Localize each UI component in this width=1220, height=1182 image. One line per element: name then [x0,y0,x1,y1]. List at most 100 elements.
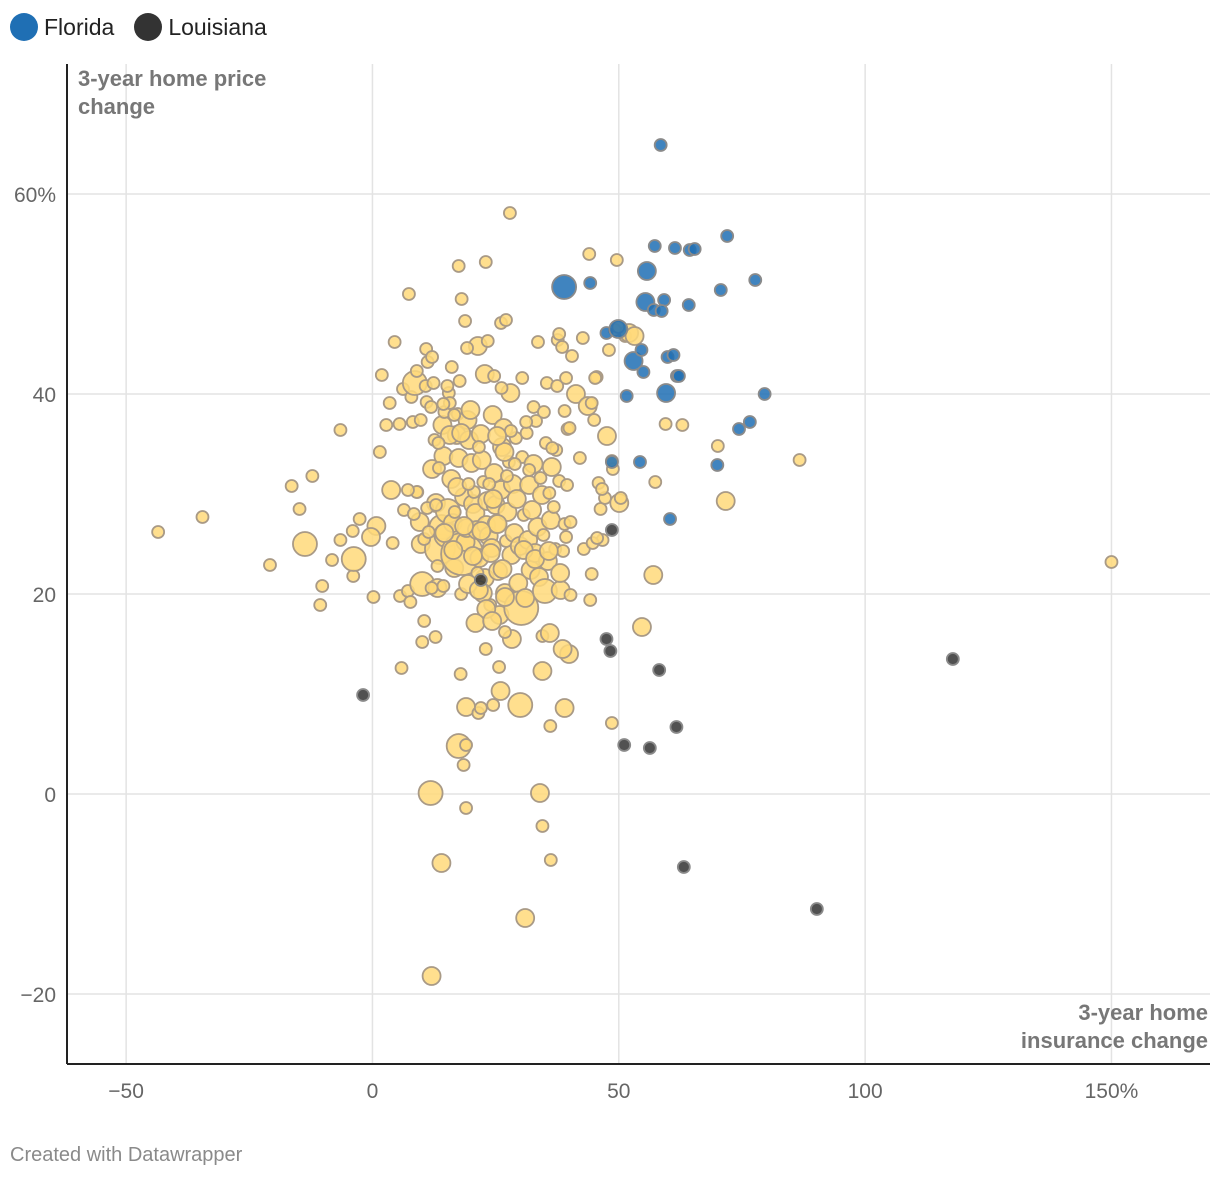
data-point [507,457,522,471]
data-point [459,801,473,815]
data-point [613,491,628,505]
data-point [487,369,502,383]
data-point [556,544,571,558]
data-point [809,902,824,916]
data-point [425,350,439,364]
data-point [538,541,559,561]
data-point [732,422,746,436]
data-point [539,623,560,643]
data-point [634,343,649,357]
data-point [748,273,763,287]
data-point [562,421,577,435]
data-point [436,579,451,593]
data-point [151,525,166,539]
data-point [643,565,664,585]
chart-legend: Florida Louisiana [10,12,267,42]
data-point [487,514,508,534]
data-point [687,242,702,256]
data-point [595,482,609,496]
data-point [453,667,468,681]
legend-item-louisiana[interactable]: Louisiana [134,13,267,41]
data-point [434,523,455,543]
data-point [566,384,586,404]
data-point [559,371,573,385]
data-point [652,663,667,677]
series-florida [551,138,772,526]
data-point [550,563,571,583]
data-point [492,559,513,579]
data-point [482,405,503,425]
data-point [417,780,444,806]
data-point [460,400,481,420]
data-point [632,617,652,637]
data-point [945,652,960,666]
data-point [554,698,575,718]
data-point [429,498,443,512]
x-tick-label: 0 [367,1080,379,1103]
data-point [597,426,617,446]
data-point [402,287,416,301]
data-point [447,505,462,519]
data-point [715,491,736,511]
data-point [531,335,545,349]
data-point [480,334,495,348]
data-point [669,720,684,734]
data-point [486,698,501,712]
data-point [563,588,578,602]
data-point [642,741,657,755]
data-point [421,525,436,539]
data-point [494,442,515,462]
data-point [392,417,407,431]
data-point [636,261,657,281]
data-point [401,483,415,497]
data-point [563,515,578,529]
data-point [305,469,320,483]
data-point [604,455,619,469]
data-point [608,319,629,339]
data-point [379,418,394,432]
data-point [584,396,599,410]
data-point [498,625,512,639]
data-point [424,400,438,414]
data-point [340,546,367,572]
data-point [406,507,421,521]
data-point [366,590,381,604]
data-point [536,528,551,542]
data-point [495,587,515,607]
data-point [387,335,402,349]
data-point [584,567,599,581]
legend-swatch-florida [10,13,38,41]
data-point [623,351,644,371]
axis-labels: −50 0 50 100 150% 60% 40 20 0 −20 3-year home pric… [14,66,1208,1103]
data-point [552,639,573,659]
x-axis-title: 3-year home insurance change [1021,1000,1208,1053]
data-point [382,396,397,410]
data-point [471,521,492,541]
legend-swatch-louisiana [134,13,163,41]
data-point [710,458,725,472]
data-point [345,524,360,538]
data-point [550,379,565,393]
legend-item-florida[interactable]: Florida [10,13,114,41]
data-point [361,527,381,547]
data-point [604,523,619,537]
data-point [545,441,560,455]
data-point [471,440,486,454]
data-point [540,510,561,530]
data-point [609,253,624,267]
data-point [431,853,452,873]
data-point [506,489,527,509]
data-point [428,630,443,644]
data-point [1104,555,1119,569]
y-tick-label: −20 [20,984,56,1007]
data-point [676,860,691,874]
data-point [313,598,328,612]
data-point [492,660,506,674]
data-point [710,439,725,453]
data-point [195,510,210,524]
data-point [636,365,651,379]
data-point [443,540,464,560]
data-point [515,371,530,385]
y-tick-label: 0 [44,784,56,807]
data-point [535,819,550,833]
